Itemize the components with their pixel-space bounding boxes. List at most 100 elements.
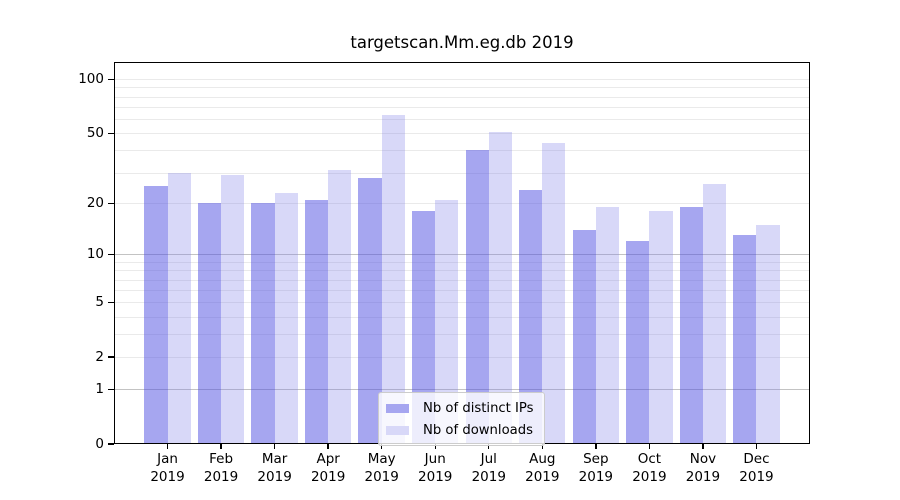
gridline-5 bbox=[114, 302, 810, 304]
legend-swatch-distinct-ips-icon bbox=[386, 403, 409, 413]
x-tick-may bbox=[380, 444, 383, 449]
x-label-month-mar: Mar bbox=[261, 451, 288, 467]
bar-distinct-ips-jun bbox=[412, 211, 436, 444]
x-label-year-may: 2019 bbox=[364, 468, 399, 485]
y-tick-0 bbox=[108, 443, 114, 445]
gridline-3 bbox=[114, 334, 810, 336]
y-tick-5 bbox=[108, 301, 114, 304]
x-label-month-jun: Jun bbox=[424, 451, 446, 467]
x-tick-label-sep: Sep 2019 bbox=[564, 451, 628, 486]
x-label-month-dec: Dec bbox=[743, 451, 770, 467]
y-tick-label-2: 2 bbox=[95, 349, 104, 366]
x-tick-label-feb: Feb 2019 bbox=[189, 451, 253, 486]
x-tick-aug bbox=[541, 444, 543, 449]
x-label-year-aug: 2019 bbox=[525, 468, 560, 485]
x-label-month-may: May bbox=[367, 451, 396, 467]
y-tick-label-10: 10 bbox=[86, 246, 104, 263]
x-tick-label-jan: Jan 2019 bbox=[136, 451, 200, 486]
bar-distinct-ips-sep bbox=[572, 229, 596, 444]
x-tick-label-may: May 2019 bbox=[350, 451, 414, 486]
y-tick-label-50: 50 bbox=[86, 125, 104, 142]
x-label-month-apr: Apr bbox=[316, 451, 340, 467]
y-tick-label-5: 5 bbox=[95, 294, 104, 311]
x-tick-label-jun: Jun 2019 bbox=[403, 451, 467, 486]
bar-distinct-ips-feb bbox=[197, 203, 222, 444]
gridline-8 bbox=[114, 270, 810, 272]
bar-downloads-may bbox=[381, 115, 405, 444]
x-label-month-oct: Oct bbox=[637, 451, 662, 467]
plot-area: Nb of distinct IPs Nb of downloads 0 1 2 5 1… bbox=[78, 62, 810, 485]
gridline-7 bbox=[114, 279, 810, 281]
y-tick-label-1: 1 bbox=[95, 381, 104, 398]
x-tick-label-oct: Oct 2019 bbox=[617, 451, 681, 486]
y-tick-50 bbox=[108, 132, 114, 134]
bar-downloads-dec bbox=[756, 224, 780, 444]
legend-label-distinct-ips: Nb of distinct IPs bbox=[423, 400, 534, 416]
gridline-1 bbox=[114, 389, 810, 391]
x-label-year-dec: 2019 bbox=[739, 468, 774, 485]
bar-distinct-ips-dec bbox=[733, 235, 757, 444]
bar-distinct-ips-aug bbox=[519, 189, 543, 444]
bar-downloads-jun bbox=[435, 199, 459, 444]
x-tick-mar bbox=[273, 444, 276, 449]
legend-swatch-downloads-icon bbox=[386, 425, 409, 435]
gridline-70 bbox=[114, 107, 810, 109]
x-tick-label-mar: Mar 2019 bbox=[243, 451, 307, 486]
bar-downloads-feb bbox=[221, 175, 245, 444]
x-label-year-mar: 2019 bbox=[257, 468, 292, 485]
bar-distinct-ips-jan bbox=[144, 186, 168, 444]
x-label-month-feb: Feb bbox=[209, 451, 234, 467]
gridline-4 bbox=[114, 316, 810, 318]
y-tick-10 bbox=[108, 253, 114, 256]
x-label-month-aug: Aug bbox=[529, 451, 556, 467]
legend-label-downloads: Nb of downloads bbox=[423, 422, 533, 438]
x-label-year-jul: 2019 bbox=[471, 468, 506, 485]
bar-downloads-oct bbox=[649, 211, 673, 444]
gridline-40 bbox=[114, 150, 810, 152]
bar-downloads-jan bbox=[167, 172, 191, 444]
x-tick-label-apr: Apr 2019 bbox=[296, 451, 360, 486]
x-label-year-jan: 2019 bbox=[150, 468, 185, 485]
y-tick-label-100: 100 bbox=[78, 71, 104, 88]
x-label-year-jun: 2019 bbox=[418, 468, 453, 485]
gridline-60 bbox=[114, 119, 810, 121]
x-tick-label-dec: Dec 2019 bbox=[724, 451, 788, 486]
bar-downloads-apr bbox=[328, 170, 352, 444]
x-label-month-nov: Nov bbox=[689, 451, 717, 467]
y-tick-1 bbox=[108, 388, 114, 390]
x-tick-apr bbox=[327, 444, 329, 449]
bar-distinct-ips-mar bbox=[251, 203, 275, 444]
gridline-50 bbox=[114, 133, 810, 135]
gridline-2 bbox=[114, 357, 810, 359]
bar-downloads-aug bbox=[542, 143, 566, 444]
y-tick-label-20: 20 bbox=[86, 195, 104, 212]
chart-title: targetscan.Mm.eg.db 2019 bbox=[350, 33, 574, 52]
gridline-9 bbox=[114, 262, 810, 263]
bar-downloads-sep bbox=[595, 207, 620, 444]
x-tick-label-nov: Nov 2019 bbox=[671, 451, 735, 486]
x-tick-label-aug: Aug 2019 bbox=[510, 451, 574, 486]
x-tick-sep bbox=[595, 444, 597, 449]
gridline-10 bbox=[114, 254, 810, 256]
bar-distinct-ips-jul bbox=[465, 150, 489, 444]
bar-distinct-ips-oct bbox=[626, 241, 650, 444]
x-label-month-sep: Sep bbox=[583, 451, 609, 467]
y-tick-20 bbox=[108, 202, 114, 205]
legend: Nb of distinct IPs Nb of downloads bbox=[378, 392, 545, 446]
bar-downloads-jul bbox=[488, 131, 512, 444]
gridline-90 bbox=[114, 87, 810, 89]
x-label-year-oct: 2019 bbox=[632, 468, 667, 485]
y-tick-label-0: 0 bbox=[95, 436, 104, 452]
x-label-month-jan: Jan bbox=[157, 451, 178, 467]
y-tick-2 bbox=[108, 356, 114, 358]
x-label-year-apr: 2019 bbox=[310, 468, 346, 485]
x-tick-feb bbox=[220, 444, 222, 449]
gridline-30 bbox=[114, 172, 810, 174]
x-tick-jul bbox=[488, 444, 490, 449]
x-tick-label-jul: Jul 2019 bbox=[457, 451, 521, 486]
bar-downloads-mar bbox=[274, 192, 298, 444]
gridline-80 bbox=[114, 96, 810, 98]
x-tick-oct bbox=[648, 444, 651, 449]
x-tick-dec bbox=[755, 444, 758, 449]
